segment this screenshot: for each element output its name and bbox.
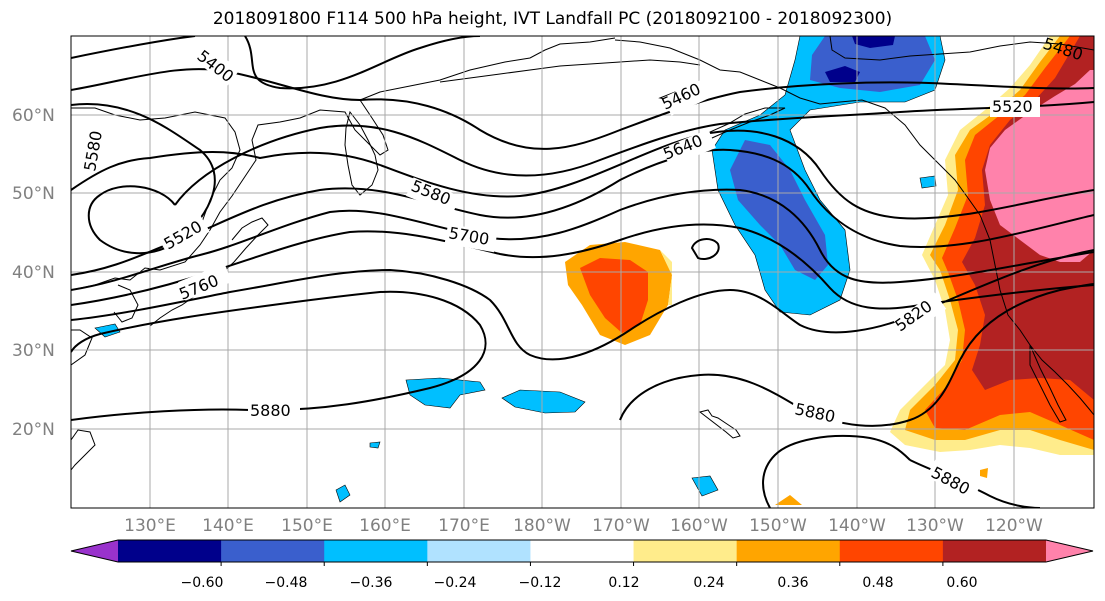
colorbar-cell xyxy=(942,540,1047,562)
contour-label-5520-east: 5520 xyxy=(992,97,1033,116)
lat-label-60n: 60°N xyxy=(12,106,55,126)
coast-baja xyxy=(1029,344,1067,423)
height-contours xyxy=(71,36,1094,508)
lon-label-160w: 160°W xyxy=(670,516,728,536)
lon-label-180w: 180°W xyxy=(513,516,571,536)
colorbar-label: −0.36 xyxy=(350,575,393,591)
colorbar-extend-min xyxy=(71,540,118,562)
longitude-labels: 130°E 140°E 150°E 160°E 170°E 180°W 170°… xyxy=(124,516,1043,536)
lat-label-20n: 20°N xyxy=(12,420,55,440)
lon-label-140w: 140°W xyxy=(828,516,886,536)
coast-asia xyxy=(71,37,616,291)
lon-label-150e: 150°E xyxy=(281,516,333,536)
colorbar-cell xyxy=(530,540,635,562)
colorbar-ticks xyxy=(220,562,944,566)
lat-label-50n: 50°N xyxy=(12,184,55,204)
blue-region-gulf-alaska-mid xyxy=(730,36,935,280)
colorbar-labels: −0.60 −0.48 −0.36 −0.24 −0.12 0.12 0.24 … xyxy=(181,575,978,591)
colorbar-label: −0.48 xyxy=(265,575,308,591)
coast-japan xyxy=(149,217,269,327)
colorbar-cell xyxy=(736,540,841,562)
coast-korea xyxy=(113,284,139,323)
contour-small-loop xyxy=(690,238,720,260)
coast-alaska xyxy=(614,39,969,199)
blue-region-gulf-alaska xyxy=(711,36,946,316)
warm-region-small-2 xyxy=(980,468,988,478)
lon-label-140e: 140°E xyxy=(202,516,254,536)
colorbar-label: 0.12 xyxy=(608,575,639,591)
colorbar-extend-max xyxy=(1046,540,1093,562)
colorbar-label: −0.60 xyxy=(181,575,224,591)
colorbar-cell xyxy=(221,540,325,562)
contour-5580 xyxy=(71,129,1094,220)
blue-region-small-2 xyxy=(335,484,351,503)
lat-label-30n: 30°N xyxy=(12,341,55,361)
colorbar-cell xyxy=(633,540,738,562)
coast-hawaii xyxy=(698,409,741,439)
blue-region-small-3 xyxy=(369,441,381,449)
blue-region-small-5 xyxy=(919,175,937,189)
coast-philippines xyxy=(71,429,96,471)
colorbar-label: −0.24 xyxy=(434,575,477,591)
warm-region-central-pacific-red xyxy=(580,258,648,333)
contour-label-5880-west: 5880 xyxy=(250,401,291,420)
coast-china-south xyxy=(71,329,93,366)
lon-label-120w: 120°W xyxy=(985,516,1043,536)
contour-5400 xyxy=(71,36,481,90)
blue-region-gulf-alaska-dark xyxy=(825,36,895,82)
coast-west-coast-america xyxy=(967,197,1094,416)
colorbar-cell xyxy=(427,540,531,562)
colorbar-label: 0.48 xyxy=(862,575,893,591)
coast-aleutians xyxy=(439,59,701,83)
lon-label-150w: 150°W xyxy=(749,516,807,536)
contour-5460 xyxy=(71,68,1094,150)
latitude-labels: 60°N 50°N 40°N 30°N 20°N xyxy=(12,106,55,440)
contour-5760 xyxy=(71,223,1094,310)
colorbar-cell xyxy=(839,540,944,562)
colorbar-outline xyxy=(70,539,1094,563)
negative-ivt-shading xyxy=(94,36,946,503)
colorbar-label: 0.24 xyxy=(693,575,724,591)
contour-5700 xyxy=(71,188,1094,291)
map-frame xyxy=(70,35,1095,509)
lon-label-160e: 160°E xyxy=(359,516,411,536)
colorbar-label: 0.60 xyxy=(946,575,977,591)
coast-canada-north xyxy=(829,36,1094,61)
lon-label-130w: 130°W xyxy=(906,516,964,536)
warm-region-west-coast-pink xyxy=(985,70,1094,262)
colorbar-label: −0.12 xyxy=(519,575,562,591)
lon-label-170w: 170°W xyxy=(592,516,650,536)
colorbar-cell xyxy=(118,540,222,562)
colorbar-label: 0.36 xyxy=(777,575,808,591)
colorbar-cells xyxy=(71,540,1093,562)
warm-region-central-pacific-yellow xyxy=(660,250,672,305)
colorbar: −0.60 −0.48 −0.36 −0.24 −0.12 0.12 0.24 … xyxy=(70,539,1094,591)
lon-label-170e: 170°E xyxy=(438,516,490,536)
contour-5640 xyxy=(71,148,1094,276)
blue-region-central-pacific-2 xyxy=(501,389,586,414)
contour-5820 xyxy=(71,249,1094,361)
lat-label-40n: 40°N xyxy=(12,263,55,283)
lon-label-130e: 130°E xyxy=(124,516,176,536)
contour-5880-east xyxy=(619,283,1094,508)
map-title: 2018091800 F114 500 hPa height, IVT Land… xyxy=(212,9,893,29)
colorbar-cell xyxy=(324,540,428,562)
warm-region-small-1 xyxy=(775,495,802,505)
